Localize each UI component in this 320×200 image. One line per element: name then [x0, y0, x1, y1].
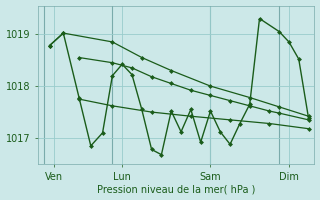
X-axis label: Pression niveau de la mer( hPa ): Pression niveau de la mer( hPa ) [97, 184, 255, 194]
